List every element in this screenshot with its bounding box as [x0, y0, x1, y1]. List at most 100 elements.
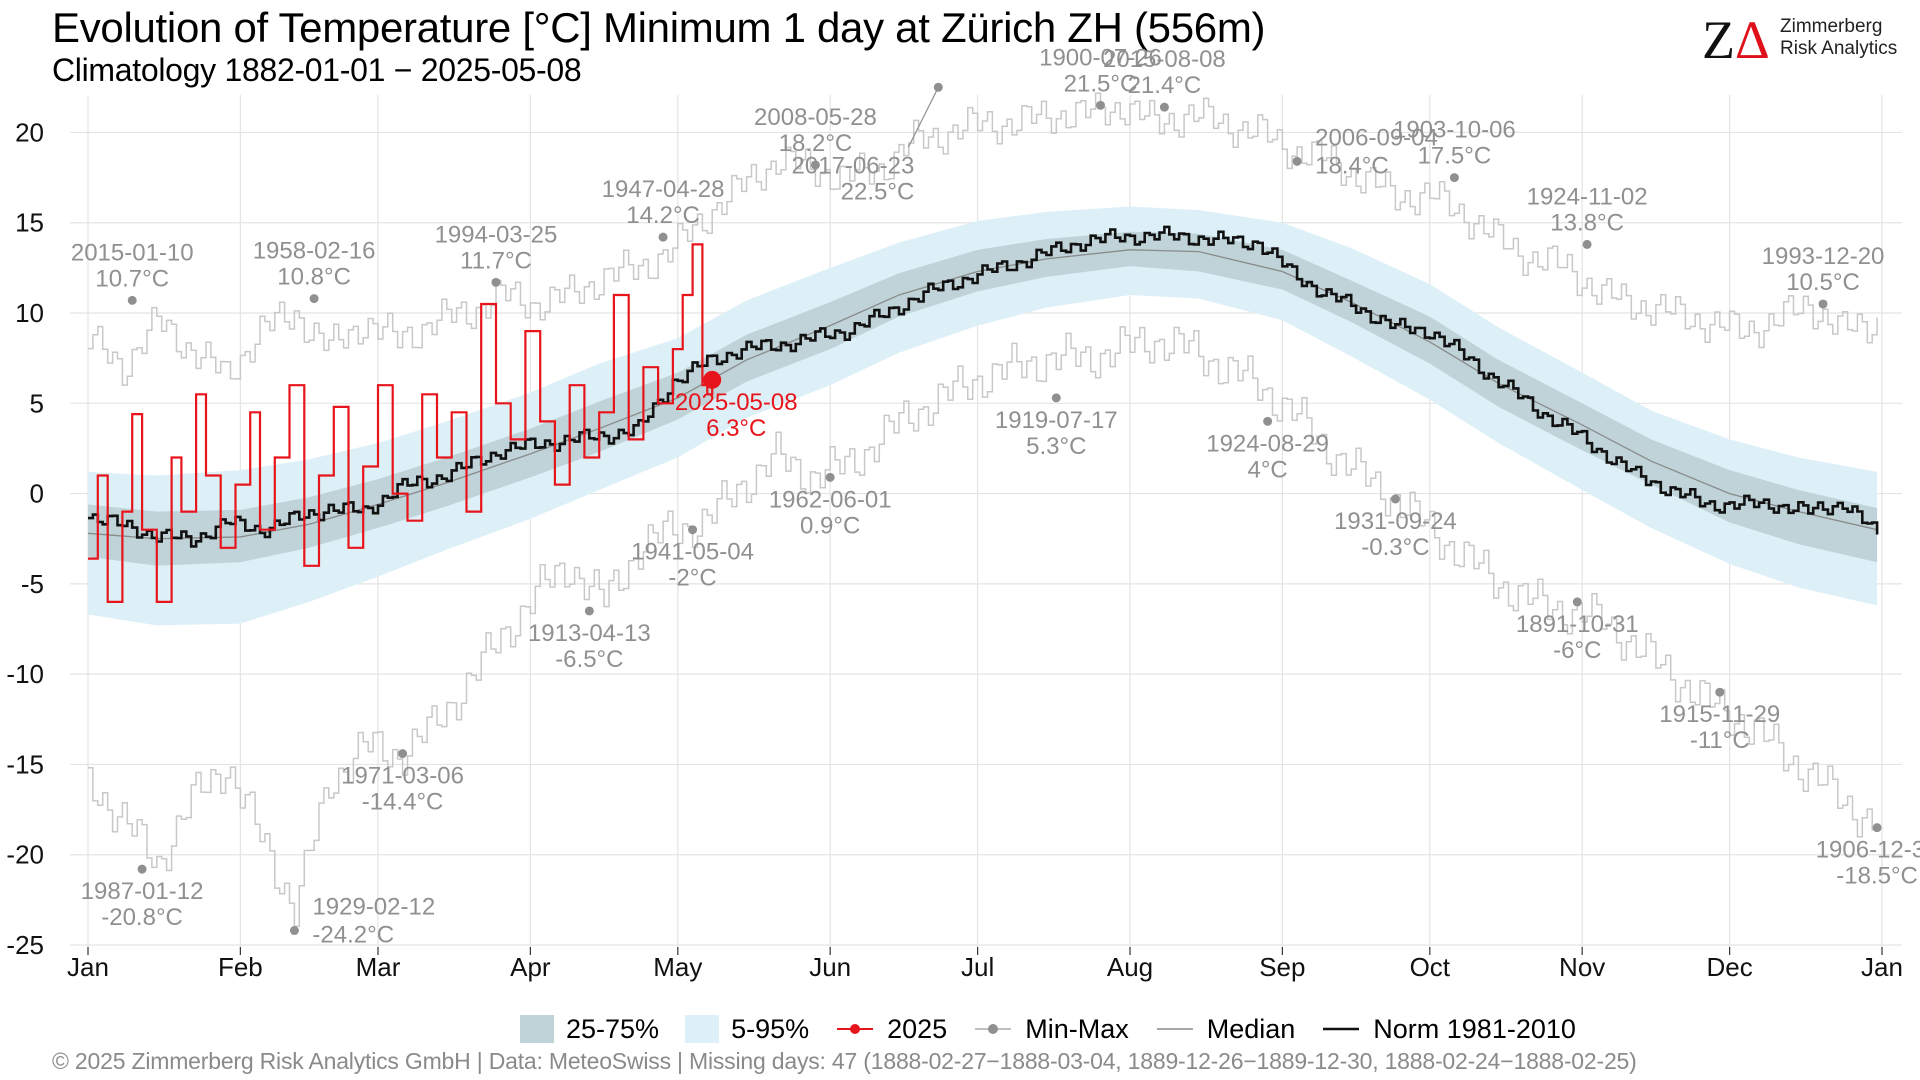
- record-date-label-3: 1947-04-28: [602, 176, 725, 203]
- record-date-label-9: 1903-10-06: [1393, 117, 1516, 144]
- y-tick-label-1: 15: [15, 208, 44, 238]
- grid-lines: [70, 95, 1902, 950]
- legend-symbol-minmax-icon: [975, 1024, 1012, 1034]
- record-marker-11: [1818, 299, 1828, 309]
- record-date-label-18: 1919-07-17: [995, 407, 1118, 434]
- record-marker-7: [1159, 102, 1169, 112]
- x-tick-label-7: Aug: [1107, 952, 1153, 982]
- record-value-label-0: 10.7°C: [95, 265, 169, 292]
- y-tick-label-4: 0: [30, 479, 44, 509]
- current-value-marker: [703, 370, 722, 389]
- x-tick-label-2: Mar: [356, 952, 401, 982]
- record-marker-9: [1449, 173, 1459, 183]
- x-tick-label-10: Nov: [1559, 952, 1605, 982]
- record-value-label-6: 21.5°C: [1064, 70, 1138, 97]
- record-value-label-4: 18.2°C: [779, 130, 853, 157]
- record-leader-5: [907, 87, 939, 148]
- legend-symbol-current-icon: [837, 1024, 874, 1034]
- legend-item-norm: Norm 1981-2010: [1321, 1014, 1576, 1045]
- legend-swatch-p90: [685, 1015, 720, 1043]
- record-value-label-14: -14.4°C: [362, 789, 444, 816]
- record-marker-17: [825, 472, 835, 482]
- record-value-label-19: 4°C: [1247, 456, 1287, 483]
- record-value-label-15: -6.5°C: [555, 646, 623, 673]
- record-date-label-23: 1906-12-31: [1816, 837, 1920, 864]
- record-marker-15: [584, 606, 594, 616]
- legend-label-norm: Norm 1981-2010: [1373, 1013, 1576, 1044]
- y-tick-label-8: -20: [6, 840, 44, 870]
- logo-mark-icon: ZΔ: [1702, 10, 1770, 70]
- record-value-label-3: 14.2°C: [626, 202, 700, 229]
- norm-1981-2010-line: [88, 225, 1879, 548]
- temperature-chart: 20 15 10 5 0 -5 -10 -15 -20 -25 Jan Feb Mar Apr May Jun…: [6, 44, 1920, 982]
- band-5-95: [88, 206, 1878, 626]
- record-date-label-11: 1993-12-20: [1762, 243, 1885, 270]
- record-value-label-20: -0.3°C: [1361, 534, 1429, 561]
- record-date-label-13: 1929-02-12: [312, 894, 435, 921]
- record-marker-22: [1715, 687, 1725, 697]
- record-value-label-23: -18.5°C: [1836, 863, 1918, 890]
- record-date-label-22: 1915-11-29: [1659, 701, 1780, 728]
- x-tick-label-8: Sep: [1259, 952, 1305, 982]
- chart-subtitle: Climatology 1882-01-01 − 2025-05-08: [52, 52, 582, 88]
- record-date-label-6: 1900-07-26: [1039, 44, 1162, 71]
- x-tick-label-9: Oct: [1410, 952, 1451, 982]
- record-value-label-2: 11.7°C: [460, 247, 532, 274]
- record-marker-14: [398, 749, 408, 759]
- legend-swatch-iqr: [520, 1015, 554, 1043]
- legend-symbol-median-icon: [1156, 1028, 1193, 1030]
- legend-item-minmax: Min-Max: [973, 1014, 1129, 1045]
- legend-label-minmax: Min-Max: [1025, 1013, 1129, 1044]
- y-tick-label-9: -25: [6, 930, 44, 960]
- record-date-label-14: 1971-03-06: [341, 763, 464, 790]
- x-tick-label-11: Dec: [1707, 952, 1753, 982]
- record-marker-8: [1292, 156, 1302, 166]
- record-value-label-12: -20.8°C: [101, 904, 183, 931]
- record-date-label-15: 1913-04-13: [528, 620, 651, 647]
- minmax-max-line: [88, 92, 1878, 386]
- y-tick-label-5: -5: [21, 569, 44, 599]
- y-tick-label-2: 10: [15, 298, 44, 328]
- record-date-label-10: 1924-11-02: [1527, 183, 1648, 210]
- record-date-label-16: 1941-05-04: [631, 539, 754, 566]
- record-value-label-18: 5.3°C: [1026, 433, 1086, 460]
- record-value-label-1: 10.8°C: [277, 264, 351, 291]
- record-value-label-13: -24.2°C: [312, 922, 394, 949]
- record-marker-13: [289, 926, 299, 936]
- y-tick-label-6: -10: [6, 659, 44, 689]
- y-tick-label-0: 20: [15, 117, 44, 147]
- record-marker-10: [1582, 239, 1592, 249]
- x-tick-label-1: Feb: [218, 952, 263, 982]
- record-value-label-7: 21.4°C: [1128, 72, 1202, 99]
- record-marker-4: [810, 160, 820, 170]
- record-date-label-0: 2015-01-10: [71, 239, 194, 266]
- legend-label-iqr: 25-75%: [566, 1013, 660, 1044]
- x-tick-label-4: May: [653, 952, 702, 982]
- legend-symbol-norm-icon: [1323, 1027, 1360, 1031]
- record-value-label-22: -11°C: [1690, 727, 1750, 754]
- record-value-label-21: -6°C: [1553, 637, 1601, 664]
- logo-line-1: Zimmerberg: [1780, 16, 1883, 37]
- record-marker-12: [137, 864, 147, 874]
- chart-legend: 25-75% 5-95% 2025 Min-Max Median Norm 19…: [520, 1012, 1602, 1046]
- legend-label-p90: 5-95%: [731, 1013, 810, 1044]
- record-marker-0: [127, 295, 137, 305]
- x-tick-label-5: Jun: [809, 952, 851, 982]
- record-date-label-1: 1958-02-16: [253, 238, 376, 265]
- logo-text: Zimmerberg Risk Analytics: [1780, 16, 1897, 60]
- record-value-label-5: 22.5°C: [841, 178, 915, 205]
- record-marker-19: [1263, 416, 1273, 426]
- record-value-label-17: 0.9°C: [800, 512, 860, 539]
- x-tick-label-12: Jan: [1861, 952, 1903, 982]
- record-marker-20: [1390, 494, 1400, 504]
- y-tick-label-7: -15: [6, 749, 44, 779]
- record-marker-23: [1872, 823, 1882, 833]
- logo-line-2: Risk Analytics: [1780, 38, 1898, 59]
- record-date-label-21: 1891-10-31: [1516, 611, 1639, 638]
- record-marker-1: [309, 294, 319, 304]
- legend-item-p90: 5-95%: [685, 1014, 809, 1045]
- record-value-label-9: 17.5°C: [1418, 143, 1492, 170]
- record-value-label-24: 6.3°C: [706, 415, 766, 442]
- record-marker-18: [1051, 393, 1061, 403]
- company-logo: ZΔ Zimmerberg Risk Analytics: [1702, 10, 1902, 70]
